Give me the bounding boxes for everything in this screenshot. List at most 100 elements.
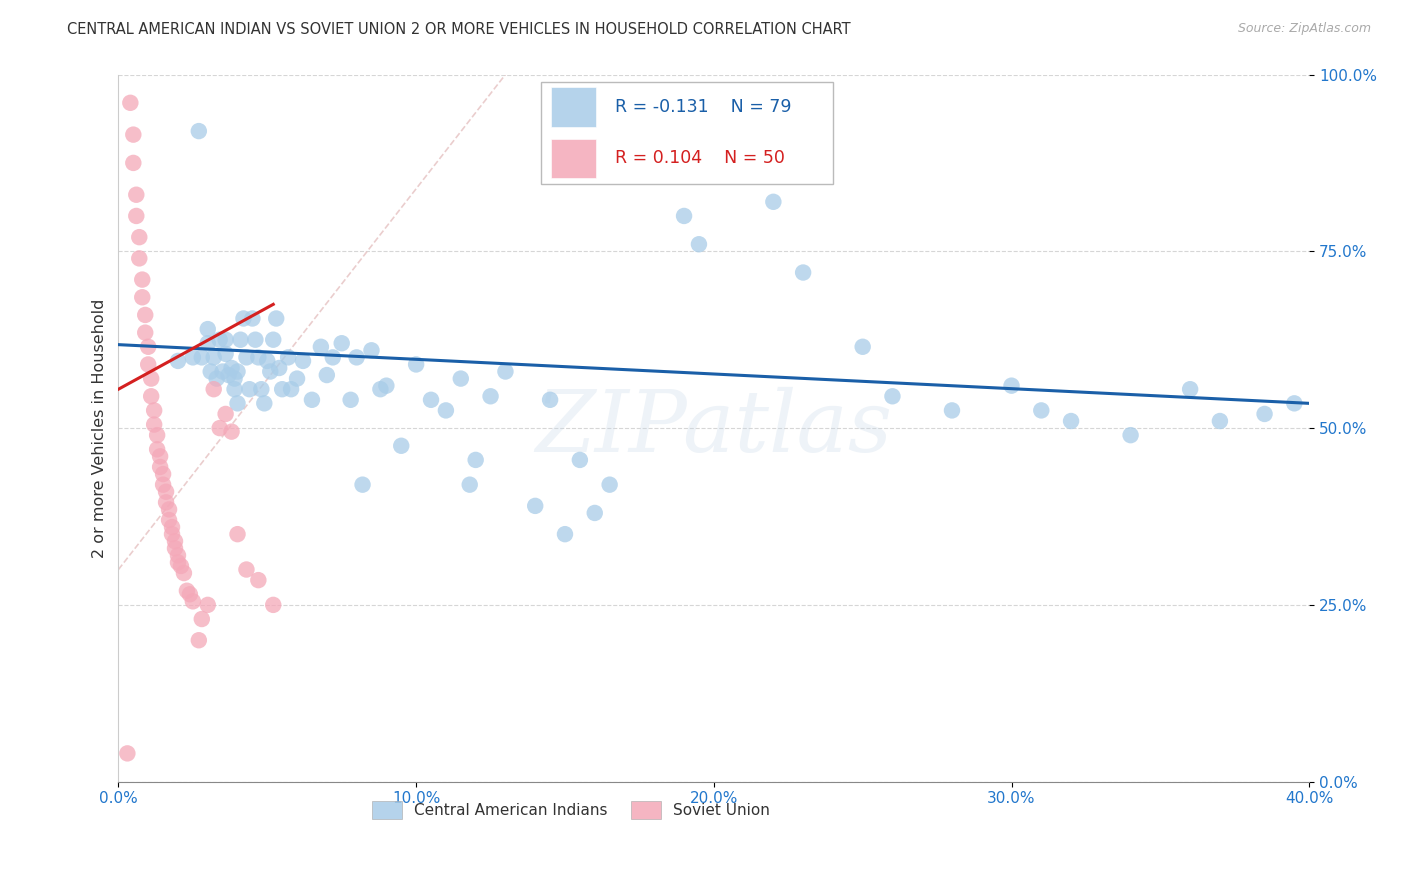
Point <box>330 336 353 351</box>
Point <box>352 477 374 491</box>
Point <box>146 442 169 457</box>
Point <box>235 351 257 365</box>
Point <box>242 311 264 326</box>
Point <box>160 520 183 534</box>
Point <box>176 583 198 598</box>
Point <box>181 351 204 365</box>
Point <box>125 187 148 202</box>
Point <box>211 365 233 379</box>
Point <box>232 311 254 326</box>
Point <box>360 343 382 358</box>
Point <box>264 311 287 326</box>
Point <box>568 453 591 467</box>
Point <box>117 747 139 761</box>
Point <box>122 156 145 170</box>
Point <box>370 382 392 396</box>
Point <box>226 527 249 541</box>
Point <box>128 252 150 266</box>
Point <box>1031 403 1053 417</box>
Point <box>221 361 243 376</box>
Point <box>187 124 209 138</box>
Point <box>434 403 457 417</box>
Point <box>125 209 148 223</box>
Point <box>152 477 174 491</box>
Point <box>479 389 502 403</box>
Point <box>191 612 214 626</box>
Point <box>214 407 236 421</box>
Point <box>197 336 219 351</box>
Point <box>1178 382 1201 396</box>
Point <box>458 477 481 491</box>
Point <box>271 382 294 396</box>
Point <box>214 347 236 361</box>
Point <box>238 382 260 396</box>
Point <box>179 587 201 601</box>
Point <box>167 549 190 563</box>
Point <box>214 333 236 347</box>
Text: ZIPatlas: ZIPatlas <box>536 387 893 469</box>
Point <box>221 425 243 439</box>
Point <box>247 351 270 365</box>
Bar <box>551 87 596 128</box>
Point <box>688 237 710 252</box>
Point <box>131 290 153 304</box>
Point <box>136 340 159 354</box>
Point <box>173 566 195 580</box>
Point <box>208 333 231 347</box>
Point <box>167 556 190 570</box>
Point <box>941 403 963 417</box>
Text: R = 0.104    N = 50: R = 0.104 N = 50 <box>614 150 785 168</box>
Point <box>157 513 180 527</box>
Point <box>792 266 814 280</box>
Point <box>146 428 169 442</box>
Point <box>346 351 368 365</box>
Point <box>149 460 172 475</box>
Point <box>224 371 246 385</box>
Point <box>202 382 225 396</box>
Point <box>208 421 231 435</box>
Point <box>1209 414 1232 428</box>
Y-axis label: 2 or more Vehicles in Household: 2 or more Vehicles in Household <box>93 299 107 558</box>
Point <box>134 326 156 340</box>
Point <box>389 439 412 453</box>
Point <box>224 382 246 396</box>
Point <box>197 598 219 612</box>
Point <box>160 527 183 541</box>
Text: Source: ZipAtlas.com: Source: ZipAtlas.com <box>1237 22 1371 36</box>
Point <box>205 371 228 385</box>
Point <box>197 322 219 336</box>
Point <box>262 333 284 347</box>
Point <box>131 272 153 286</box>
Point <box>141 389 163 403</box>
Point <box>762 194 785 209</box>
Point <box>202 351 225 365</box>
Point <box>253 396 276 410</box>
Point <box>250 382 273 396</box>
Text: R = -0.131    N = 79: R = -0.131 N = 79 <box>614 98 792 116</box>
Point <box>322 351 344 365</box>
Point <box>136 358 159 372</box>
Point <box>149 450 172 464</box>
Point <box>155 484 177 499</box>
Point <box>1119 428 1142 442</box>
Point <box>141 371 163 385</box>
Point <box>218 368 240 382</box>
Point <box>226 396 249 410</box>
Point <box>1284 396 1306 410</box>
Point <box>143 403 166 417</box>
Point <box>309 340 332 354</box>
Point <box>1060 414 1083 428</box>
Point <box>187 633 209 648</box>
Point <box>538 392 561 407</box>
Point <box>245 333 267 347</box>
Point <box>1000 378 1022 392</box>
Point <box>315 368 337 382</box>
Point <box>229 333 252 347</box>
Point <box>494 365 516 379</box>
Bar <box>551 138 596 178</box>
Point <box>301 392 323 407</box>
Point <box>1253 407 1275 421</box>
Point <box>554 527 576 541</box>
Point <box>277 351 299 365</box>
Point <box>262 598 284 612</box>
